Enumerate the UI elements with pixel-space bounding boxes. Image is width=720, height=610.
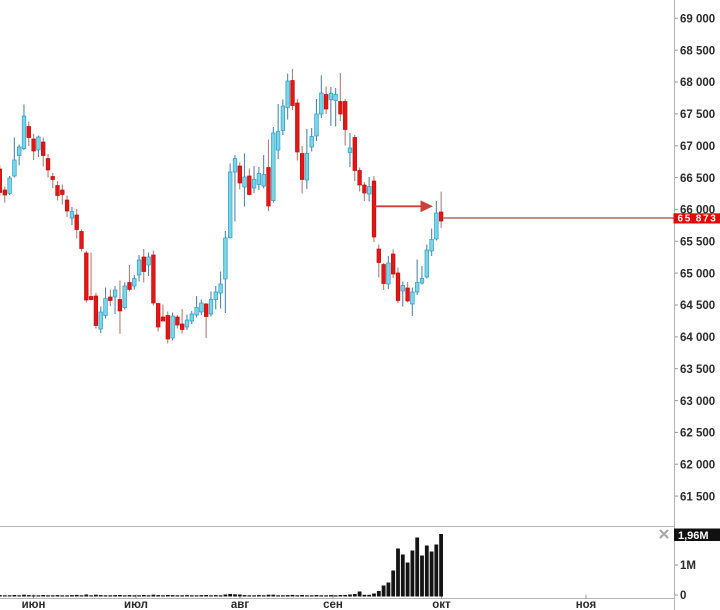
svg-text:62 000: 62 000 xyxy=(680,459,715,471)
svg-text:68 500: 68 500 xyxy=(680,45,715,57)
svg-text:0: 0 xyxy=(680,590,686,602)
svg-text:66 500: 66 500 xyxy=(680,173,715,185)
svg-text:июн: июн xyxy=(22,599,46,610)
svg-text:63 500: 63 500 xyxy=(680,364,715,376)
svg-text:окт: окт xyxy=(432,599,451,610)
svg-text:68 000: 68 000 xyxy=(680,77,715,89)
svg-text:62 500: 62 500 xyxy=(680,428,715,440)
svg-text:ноя: ноя xyxy=(576,599,597,610)
svg-text:июл: июл xyxy=(124,599,148,610)
svg-text:67 500: 67 500 xyxy=(680,109,715,121)
svg-text:64 500: 64 500 xyxy=(680,300,715,312)
svg-text:61 500: 61 500 xyxy=(680,491,715,503)
svg-text:65 873: 65 873 xyxy=(678,213,718,224)
svg-text:63 000: 63 000 xyxy=(680,396,715,408)
svg-text:64 000: 64 000 xyxy=(680,332,715,344)
svg-text:авг: авг xyxy=(231,599,249,610)
svg-text:1M: 1M xyxy=(680,560,696,572)
svg-text:67 000: 67 000 xyxy=(680,141,715,153)
svg-text:сен: сен xyxy=(323,599,343,610)
svg-text:65 500: 65 500 xyxy=(680,237,715,249)
svg-text:69 000: 69 000 xyxy=(680,14,715,26)
svg-text:1,96M: 1,96M xyxy=(678,530,709,542)
svg-text:65 000: 65 000 xyxy=(680,268,715,280)
